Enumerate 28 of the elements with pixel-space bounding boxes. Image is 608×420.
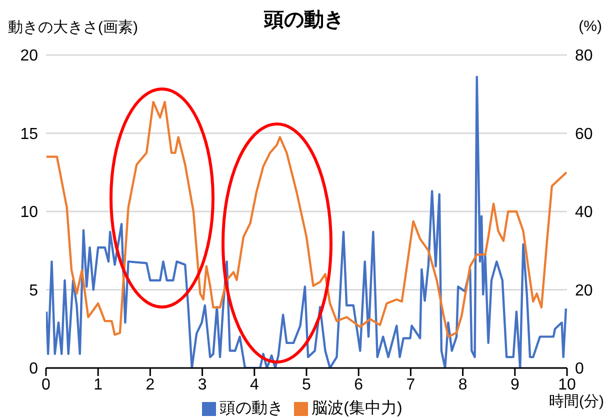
y-axis-title: 動きの大きさ(画素) <box>8 18 138 37</box>
y2-tick-label: 40 <box>575 204 593 222</box>
x-tick-label: 5 <box>302 376 312 394</box>
y-tick-label: 15 <box>20 126 38 143</box>
y-tick-label: 10 <box>20 204 38 222</box>
x-tick-label: 3 <box>198 376 207 394</box>
x-tick-label: 2 <box>146 376 155 394</box>
y-tick-label: 5 <box>29 282 38 300</box>
x-tick-label: 0 <box>42 376 51 394</box>
x-tick-label: 6 <box>354 376 364 394</box>
x-tick-label: 10 <box>558 376 576 394</box>
y2-tick-label: 60 <box>575 126 593 143</box>
y2-axis-title: (%) <box>578 18 602 35</box>
legend-label: 脳波(集中力) <box>312 400 402 417</box>
line-series <box>46 100 567 338</box>
x-tick-label: 9 <box>510 376 520 394</box>
x-tick-label: 1 <box>94 376 103 394</box>
y-tick-label: 0 <box>29 360 38 378</box>
y2-tick-label: 80 <box>575 48 593 65</box>
legend-label: 頭の動き <box>220 400 284 417</box>
x-tick-label: 4 <box>250 376 259 394</box>
y2-tick-label: 20 <box>575 282 593 300</box>
x-axis-title: 時間(分) <box>549 392 604 411</box>
y-tick-label: 20 <box>20 48 38 65</box>
x-tick-label: 8 <box>458 376 468 394</box>
chart-title: 頭の動き <box>264 9 344 31</box>
y2-tick-label: 0 <box>575 360 584 378</box>
x-tick-label: 7 <box>406 376 416 394</box>
